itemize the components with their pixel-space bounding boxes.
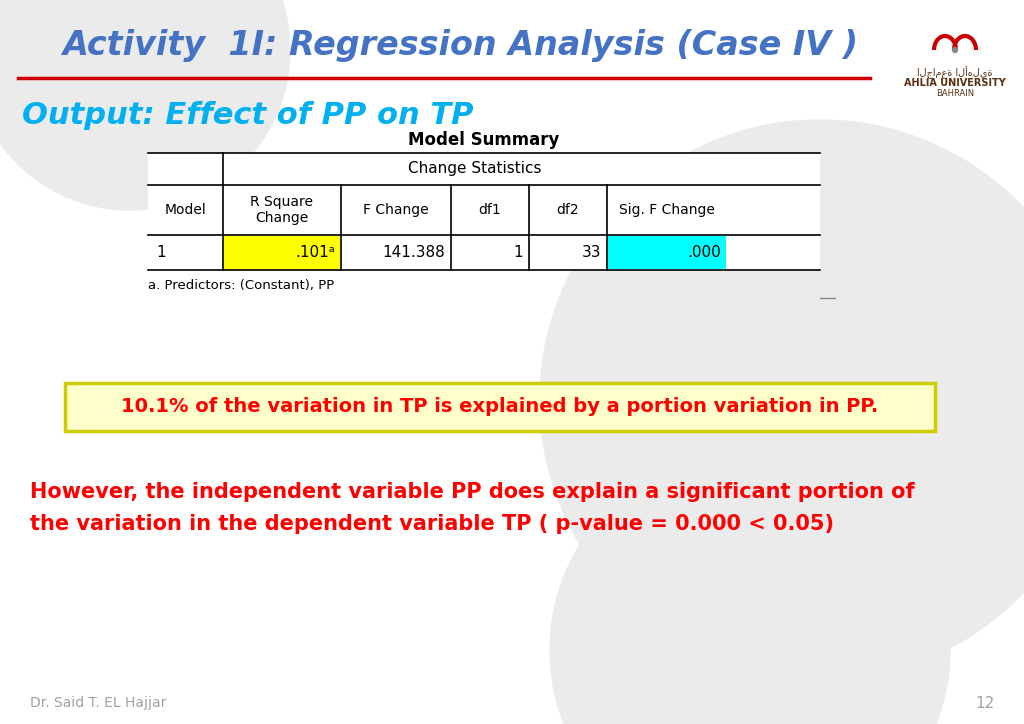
Bar	[65, 383, 935, 431]
Text: الجامعة الأهلية: الجامعة الأهلية	[918, 67, 993, 80]
Text: 12: 12	[976, 696, 995, 710]
Circle shape	[0, 0, 290, 210]
Text: 1: 1	[156, 245, 166, 260]
Text: Change Statistics: Change Statistics	[409, 161, 542, 177]
Text: However, the independent variable PP does explain a significant portion of: However, the independent variable PP doe…	[30, 482, 914, 502]
Circle shape	[952, 48, 957, 53]
Circle shape	[550, 450, 950, 724]
Text: Sig. F Change: Sig. F Change	[620, 203, 715, 217]
Bar	[608, 236, 726, 269]
Text: BAHRAIN: BAHRAIN	[936, 88, 974, 98]
Text: the variation in the dependent variable TP ( p-value = 0.000 < 0.05): the variation in the dependent variable …	[30, 514, 834, 534]
Text: AHLIA UNIVERSITY: AHLIA UNIVERSITY	[904, 78, 1006, 88]
Text: Output: Effect of PP on TP: Output: Effect of PP on TP	[22, 101, 473, 130]
Text: Model Summary: Model Summary	[409, 131, 560, 149]
Text: 141.388: 141.388	[382, 245, 445, 260]
Bar	[224, 236, 340, 269]
Text: F Change: F Change	[364, 203, 429, 217]
Text: .000: .000	[687, 245, 721, 260]
Bar	[148, 153, 820, 270]
Text: Dr. Said T. EL Hajjar: Dr. Said T. EL Hajjar	[30, 696, 166, 710]
Text: Model: Model	[165, 203, 207, 217]
Text: 10.1% of the variation in TP is explained by a portion variation in PP.: 10.1% of the variation in TP is explaine…	[122, 397, 879, 416]
Text: 33: 33	[582, 245, 601, 260]
Text: 1: 1	[513, 245, 523, 260]
Circle shape	[540, 120, 1024, 680]
Text: Activity  1I: Regression Analysis (Case IV ): Activity 1I: Regression Analysis (Case I…	[62, 28, 858, 62]
Text: a. Predictors: (Constant), PP: a. Predictors: (Constant), PP	[148, 279, 334, 292]
Text: df1: df1	[478, 203, 502, 217]
Text: .101ᵃ: .101ᵃ	[295, 245, 335, 260]
Text: df2: df2	[557, 203, 580, 217]
Text: R Square
Change: R Square Change	[251, 195, 313, 225]
